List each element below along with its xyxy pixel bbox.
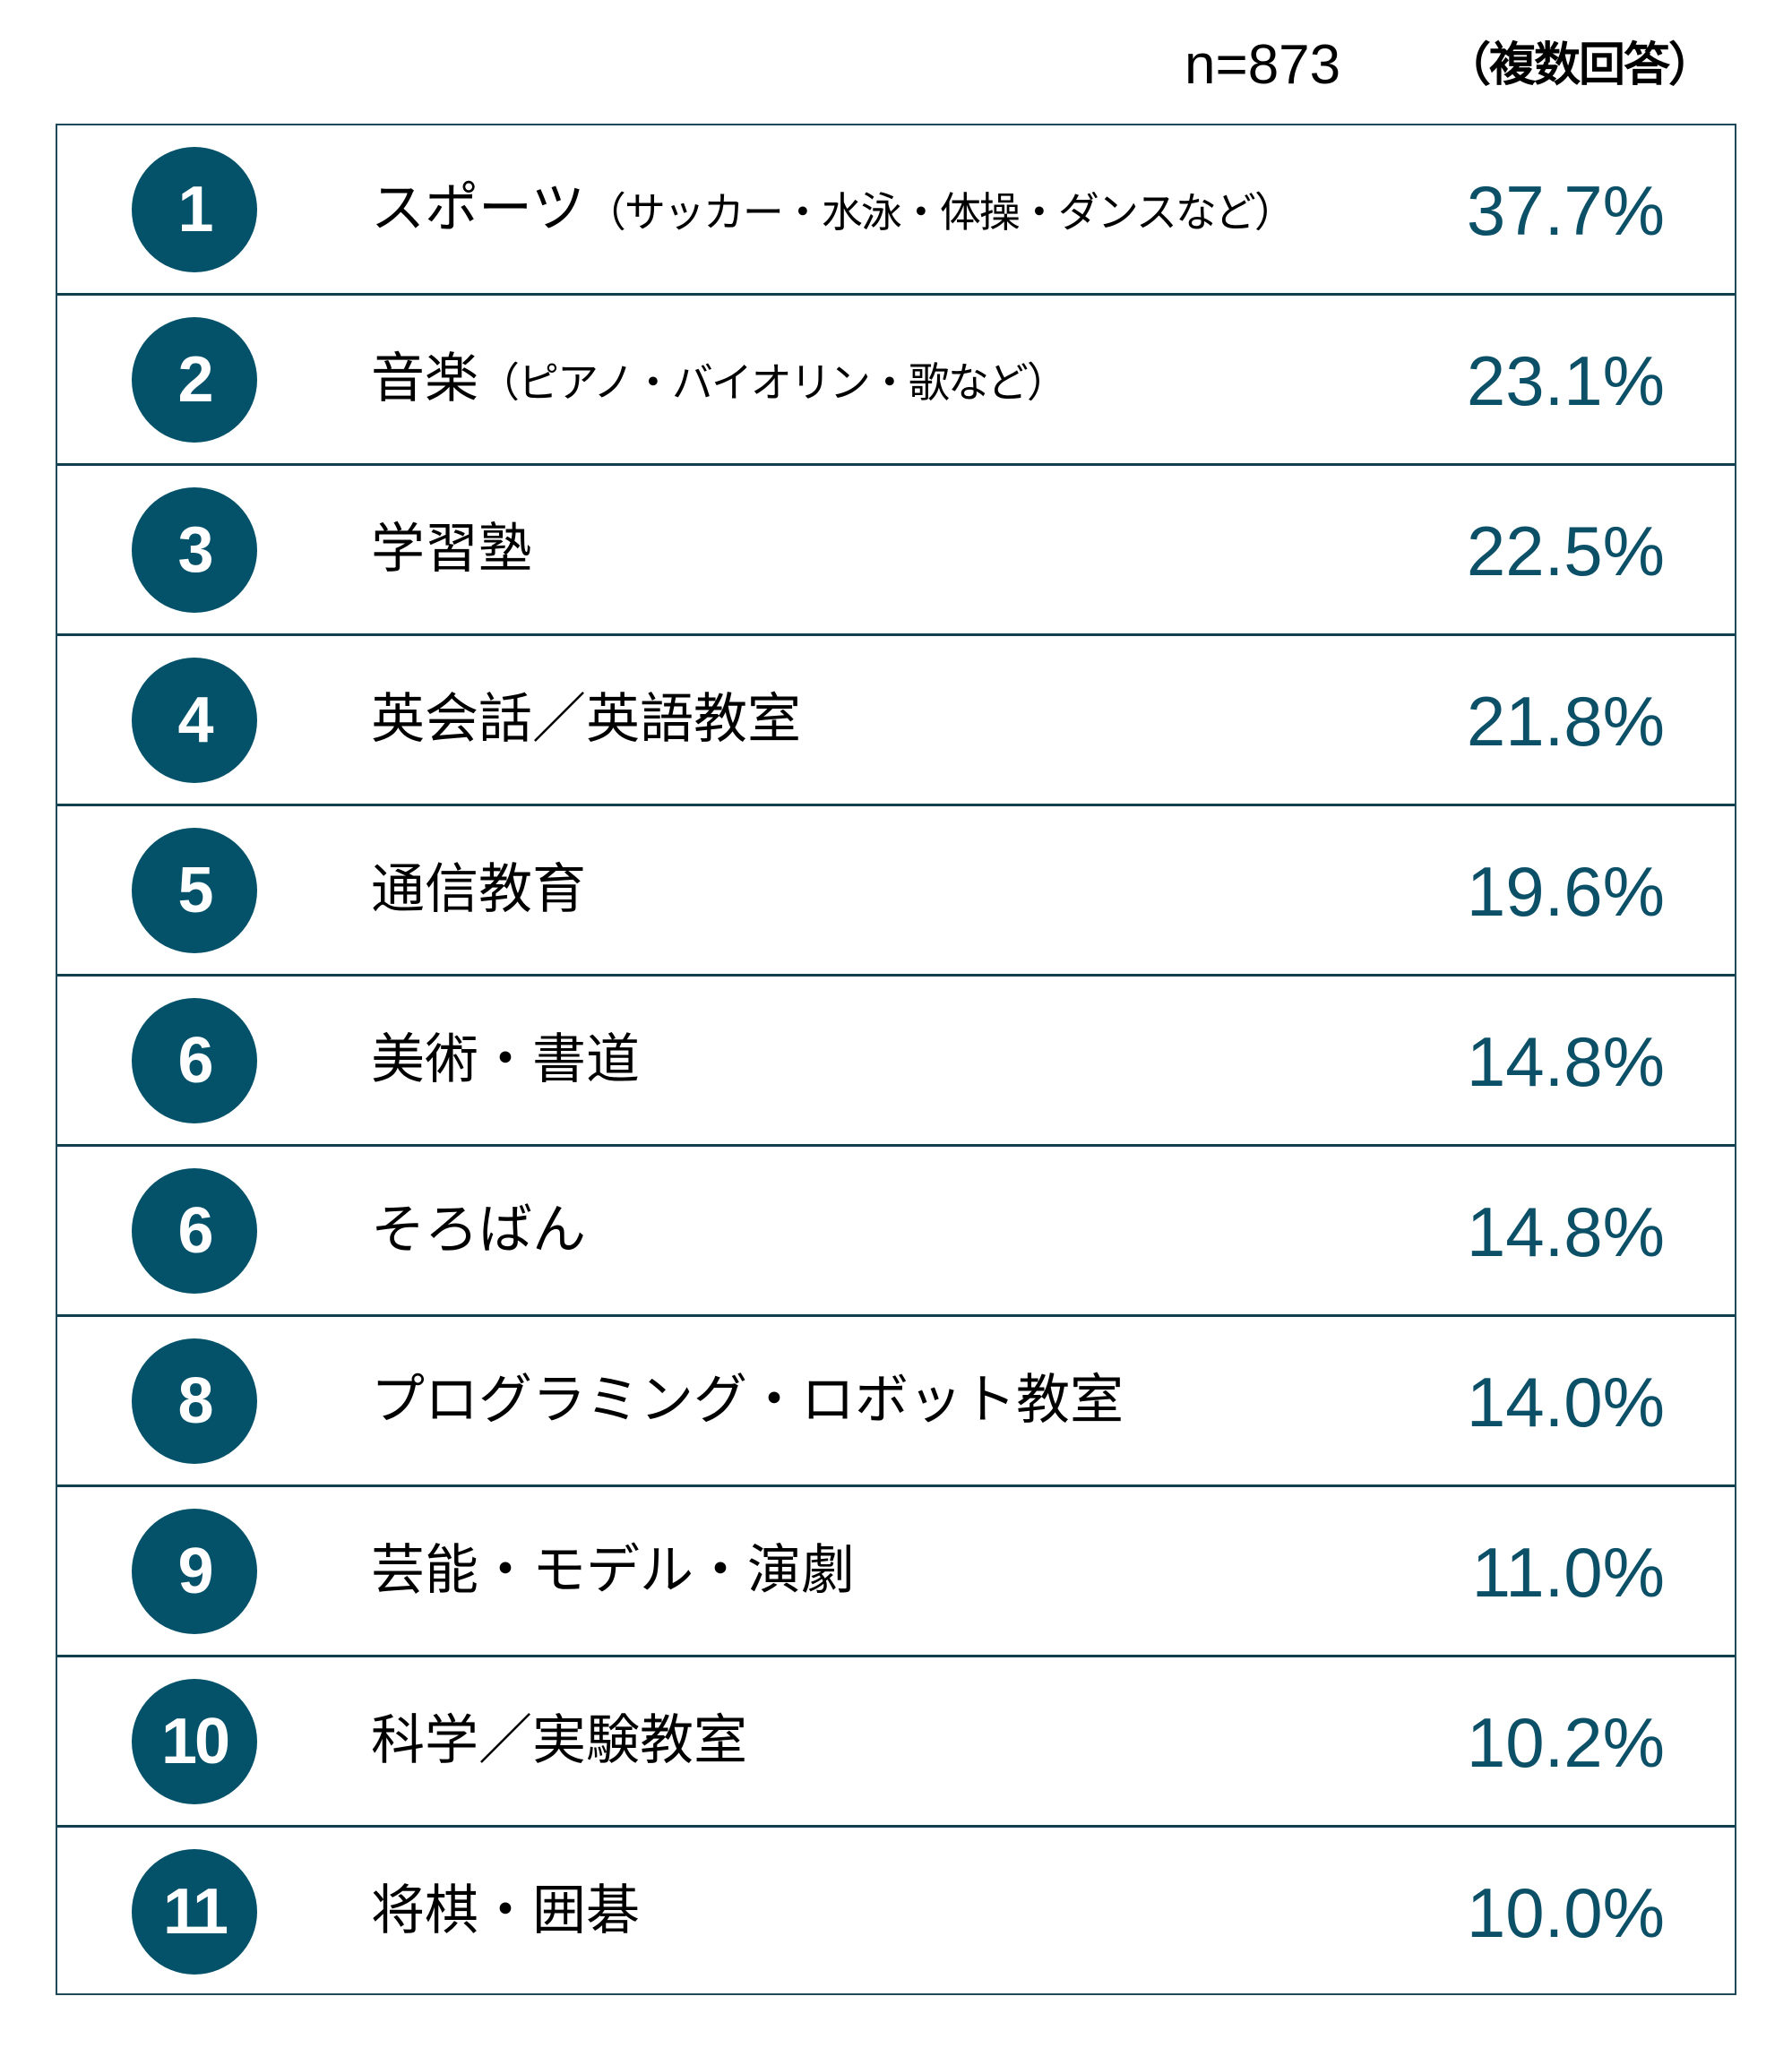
table-row: 8 プログラミング・ロボット教室 14.0% xyxy=(57,1317,1735,1487)
rank-badge: 11 xyxy=(132,1849,257,1975)
rank-badge: 2 xyxy=(132,317,257,443)
table-row: 9 芸能・モデル・演劇 11.0% xyxy=(57,1487,1735,1657)
percent-value: 11.0% xyxy=(1471,1533,1665,1612)
category-label: 通信教育 xyxy=(371,858,586,921)
rank-badge: 8 xyxy=(132,1338,257,1464)
ranking-table: 1 スポーツ（サッカー・水泳・体操・ダンスなど） 37.7% 2 音楽（ピアノ・… xyxy=(56,124,1736,1995)
percent-value: 14.0% xyxy=(1466,1363,1665,1441)
category-sublabel: （サッカー・水泳・体操・ダンスなど） xyxy=(584,188,1296,237)
table-row: 6 そろばん 14.8% xyxy=(57,1147,1735,1317)
percent-value: 10.0% xyxy=(1466,1873,1665,1952)
header: n=873 （複数回答） xyxy=(0,25,1792,106)
percent-value: 10.2% xyxy=(1466,1703,1665,1782)
category-sublabel: （ピアノ・バイオリン・歌など） xyxy=(478,358,1068,407)
percent-value: 19.6% xyxy=(1466,852,1665,931)
table-row: 11 将棋・囲碁 10.0% xyxy=(57,1828,1735,1998)
multiple-answer-note: （複数回答） xyxy=(1444,39,1715,92)
category-label: 音楽（ピアノ・バイオリン・歌など） xyxy=(371,348,1068,410)
rank-badge: 4 xyxy=(132,658,257,783)
category-label: そろばん xyxy=(371,1199,586,1261)
table-row: 6 美術・書道 14.8% xyxy=(57,977,1735,1147)
rank-badge: 6 xyxy=(132,998,257,1123)
table-row: 3 学習塾 22.5% xyxy=(57,466,1735,636)
category-label: 学習塾 xyxy=(371,518,532,581)
percent-value: 14.8% xyxy=(1466,1022,1665,1101)
category-label: 将棋・囲碁 xyxy=(371,1880,640,1942)
table-row: 4 英会話／英語教室 21.8% xyxy=(57,636,1735,806)
rank-badge: 3 xyxy=(132,487,257,613)
sample-size: n=873 xyxy=(1185,34,1341,96)
rank-badge: 6 xyxy=(132,1168,257,1294)
percent-value: 37.7% xyxy=(1466,171,1665,250)
percent-value: 23.1% xyxy=(1466,341,1665,420)
table-row: 5 通信教育 19.6% xyxy=(57,806,1735,977)
percent-value: 21.8% xyxy=(1466,682,1665,761)
category-label: プログラミング・ロボット教室 xyxy=(371,1369,1124,1432)
category-label: 美術・書道 xyxy=(371,1028,640,1091)
table-row: 1 スポーツ（サッカー・水泳・体操・ダンスなど） 37.7% xyxy=(57,125,1735,296)
rank-badge: 1 xyxy=(132,147,257,272)
rank-badge: 5 xyxy=(132,828,257,953)
percent-value: 14.8% xyxy=(1466,1192,1665,1271)
category-label: 英会話／英語教室 xyxy=(371,688,801,751)
rank-badge: 10 xyxy=(132,1679,257,1804)
table-row: 10 科学／実験教室 10.2% xyxy=(57,1657,1735,1828)
category-label: 科学／実験教室 xyxy=(371,1709,747,1772)
category-label: スポーツ（サッカー・水泳・体操・ダンスなど） xyxy=(371,177,1296,240)
percent-value: 22.5% xyxy=(1466,512,1665,590)
table-row: 2 音楽（ピアノ・バイオリン・歌など） 23.1% xyxy=(57,296,1735,466)
rank-badge: 9 xyxy=(132,1509,257,1634)
category-label: 芸能・モデル・演劇 xyxy=(371,1539,855,1602)
